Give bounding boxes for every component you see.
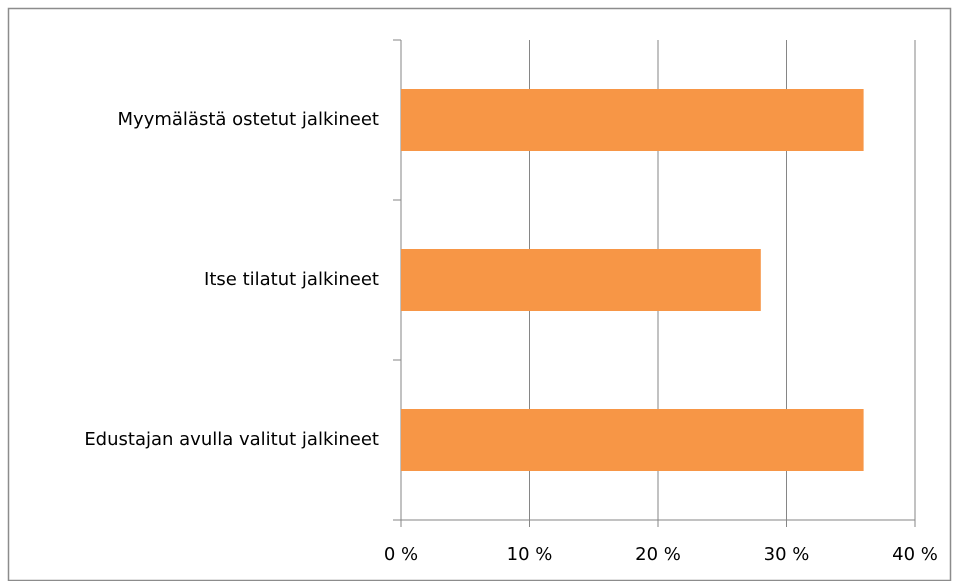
bar — [401, 409, 864, 471]
x-tick-label: 20 % — [635, 544, 681, 565]
bar — [401, 249, 761, 311]
y-tick-label: Itse tilatut jalkineet — [204, 269, 379, 290]
y-tick-label: Edustajan avulla valitut jalkineet — [84, 429, 379, 450]
x-tick-label: 40 % — [892, 544, 938, 565]
x-tick-label: 0 % — [384, 544, 418, 565]
x-tick-label: 10 % — [507, 544, 553, 565]
bar — [401, 89, 864, 151]
y-tick-label: Myymälästä ostetut jalkineet — [118, 109, 379, 130]
x-tick-label: 30 % — [764, 544, 810, 565]
